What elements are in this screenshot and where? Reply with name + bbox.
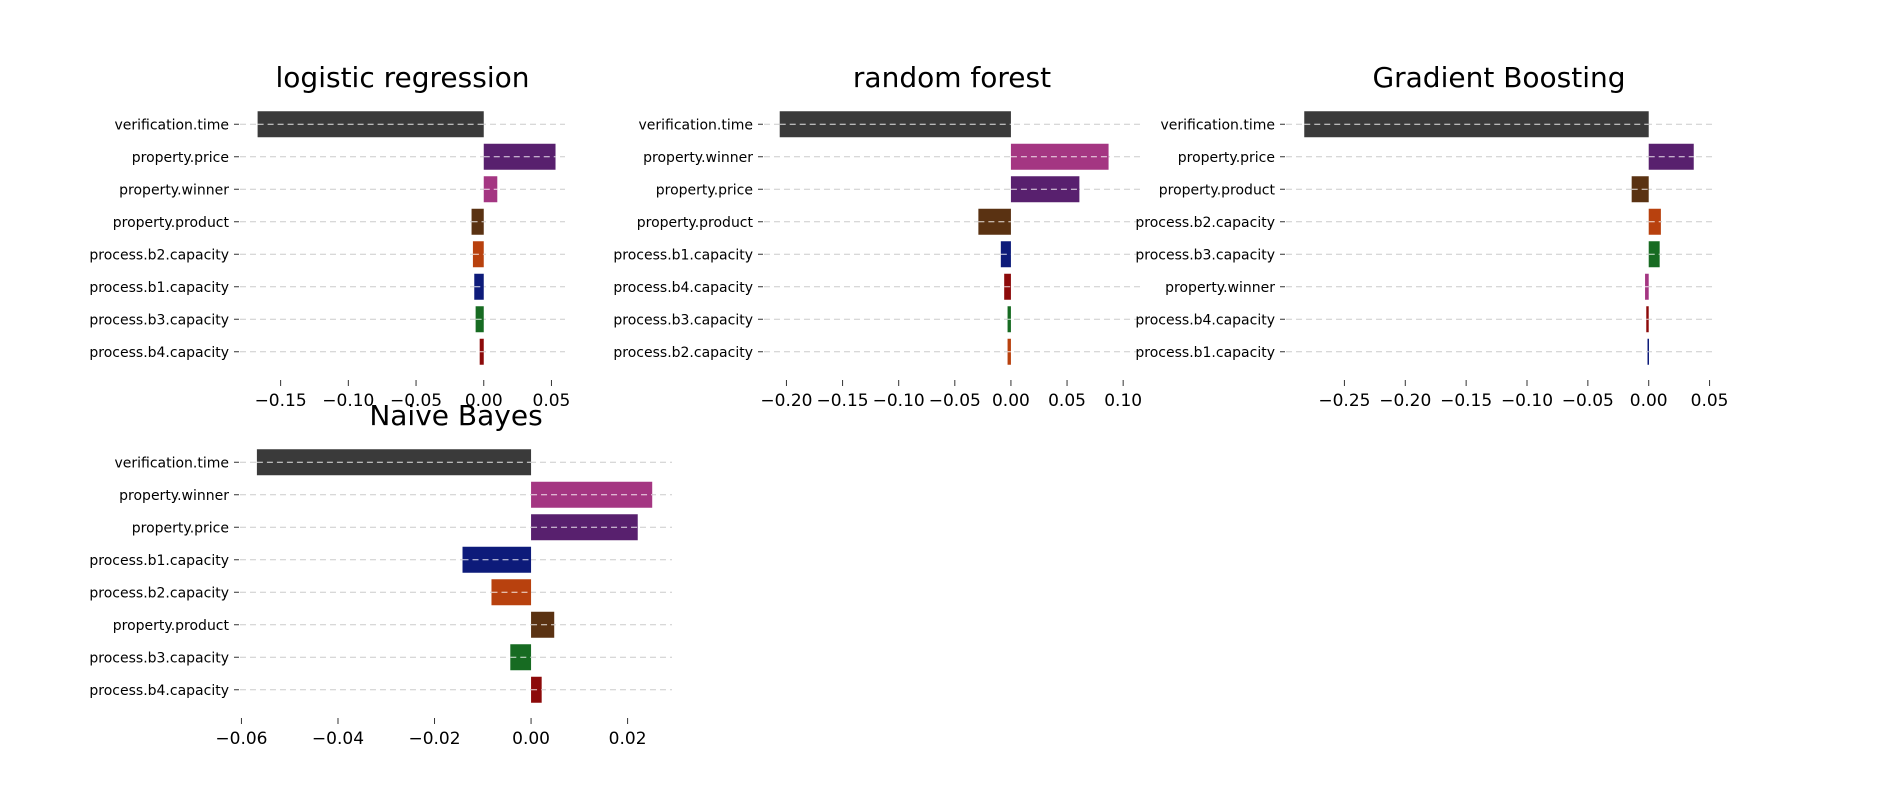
y-tick-label: verification.time bbox=[114, 117, 229, 133]
y-tick-label: process.b2.capacity bbox=[613, 345, 753, 361]
chart-title: Gradient Boosting bbox=[1372, 61, 1625, 94]
y-tick-label: verification.time bbox=[1160, 117, 1275, 133]
y-tick-label: property.product bbox=[637, 215, 754, 231]
x-tick-label: 0.00 bbox=[512, 729, 550, 749]
y-tick-label: process.b2.capacity bbox=[1135, 215, 1275, 231]
y-tick-label: process.b4.capacity bbox=[89, 345, 229, 361]
y-tick-label: property.price bbox=[656, 182, 753, 198]
y-tick-label: process.b1.capacity bbox=[613, 247, 753, 263]
y-tick-label: property.price bbox=[132, 520, 229, 536]
x-tick-label: −0.20 bbox=[760, 391, 812, 411]
y-tick-label: process.b4.capacity bbox=[89, 683, 229, 699]
chart-title: logistic regression bbox=[276, 61, 530, 94]
bar-property-product bbox=[1631, 176, 1649, 203]
y-tick-label: process.b3.capacity bbox=[1135, 247, 1275, 263]
y-tick-label: property.winner bbox=[1165, 280, 1275, 296]
chart-title: Naive Bayes bbox=[369, 399, 542, 432]
x-tick-label: −0.05 bbox=[929, 391, 981, 411]
y-tick-label: property.price bbox=[1178, 150, 1275, 166]
y-tick-label: property.winner bbox=[119, 488, 229, 504]
x-tick-label: 0.00 bbox=[465, 391, 503, 411]
y-tick-label: property.product bbox=[113, 618, 230, 634]
x-tick-label: 0.05 bbox=[533, 391, 571, 411]
subplot-1: random forest verification.time property.w… bbox=[613, 61, 1142, 411]
subplot-3: Naive Bayes verification.time property.win… bbox=[89, 399, 672, 749]
y-tick-label: process.b1.capacity bbox=[1135, 345, 1275, 361]
subplot-0: logistic regression verification.time prop… bbox=[89, 61, 570, 411]
y-tick-label: process.b3.capacity bbox=[613, 312, 753, 328]
x-tick-label: −0.06 bbox=[215, 729, 267, 749]
y-tick-label: property.product bbox=[113, 215, 230, 231]
bar-property-winner bbox=[483, 176, 498, 203]
x-tick-label: 0.05 bbox=[1691, 391, 1729, 411]
x-tick-label: −0.10 bbox=[1501, 391, 1553, 411]
x-tick-label: −0.05 bbox=[1562, 391, 1614, 411]
bar-process-b2-capacity bbox=[1648, 208, 1661, 235]
y-tick-label: process.b4.capacity bbox=[1135, 312, 1275, 328]
chart-title: random forest bbox=[853, 61, 1051, 94]
x-tick-label: 0.05 bbox=[1048, 391, 1086, 411]
y-tick-label: property.product bbox=[1159, 182, 1276, 198]
x-tick-label: −0.20 bbox=[1379, 391, 1431, 411]
x-tick-label: −0.10 bbox=[873, 391, 925, 411]
x-tick-label: −0.15 bbox=[255, 391, 307, 411]
x-tick-label: 0.10 bbox=[1104, 391, 1142, 411]
y-tick-label: process.b4.capacity bbox=[613, 280, 753, 296]
y-tick-label: property.winner bbox=[643, 150, 753, 166]
x-tick-label: −0.02 bbox=[408, 729, 460, 749]
y-tick-label: process.b3.capacity bbox=[89, 312, 229, 328]
y-tick-label: verification.time bbox=[114, 455, 229, 471]
y-tick-label: process.b2.capacity bbox=[89, 585, 229, 601]
bar-property-product bbox=[471, 208, 484, 235]
x-tick-label: 0.02 bbox=[609, 729, 647, 749]
x-tick-label: −0.15 bbox=[817, 391, 869, 411]
y-tick-label: process.b2.capacity bbox=[89, 247, 229, 263]
x-tick-label: −0.04 bbox=[312, 729, 364, 749]
x-tick-label: −0.10 bbox=[322, 391, 374, 411]
y-tick-label: process.b3.capacity bbox=[89, 650, 229, 666]
x-tick-label: 0.00 bbox=[1630, 391, 1668, 411]
y-tick-label: property.winner bbox=[119, 182, 229, 198]
y-tick-label: verification.time bbox=[638, 117, 753, 133]
x-tick-label: 0.00 bbox=[992, 391, 1030, 411]
y-tick-label: process.b1.capacity bbox=[89, 553, 229, 569]
subplot-2: Gradient Boosting verification.time proper… bbox=[1135, 61, 1728, 411]
x-tick-label: −0.05 bbox=[390, 391, 442, 411]
y-tick-label: property.price bbox=[132, 150, 229, 166]
x-tick-label: −0.15 bbox=[1440, 391, 1492, 411]
x-tick-label: −0.25 bbox=[1318, 391, 1370, 411]
y-tick-label: process.b1.capacity bbox=[89, 280, 229, 296]
